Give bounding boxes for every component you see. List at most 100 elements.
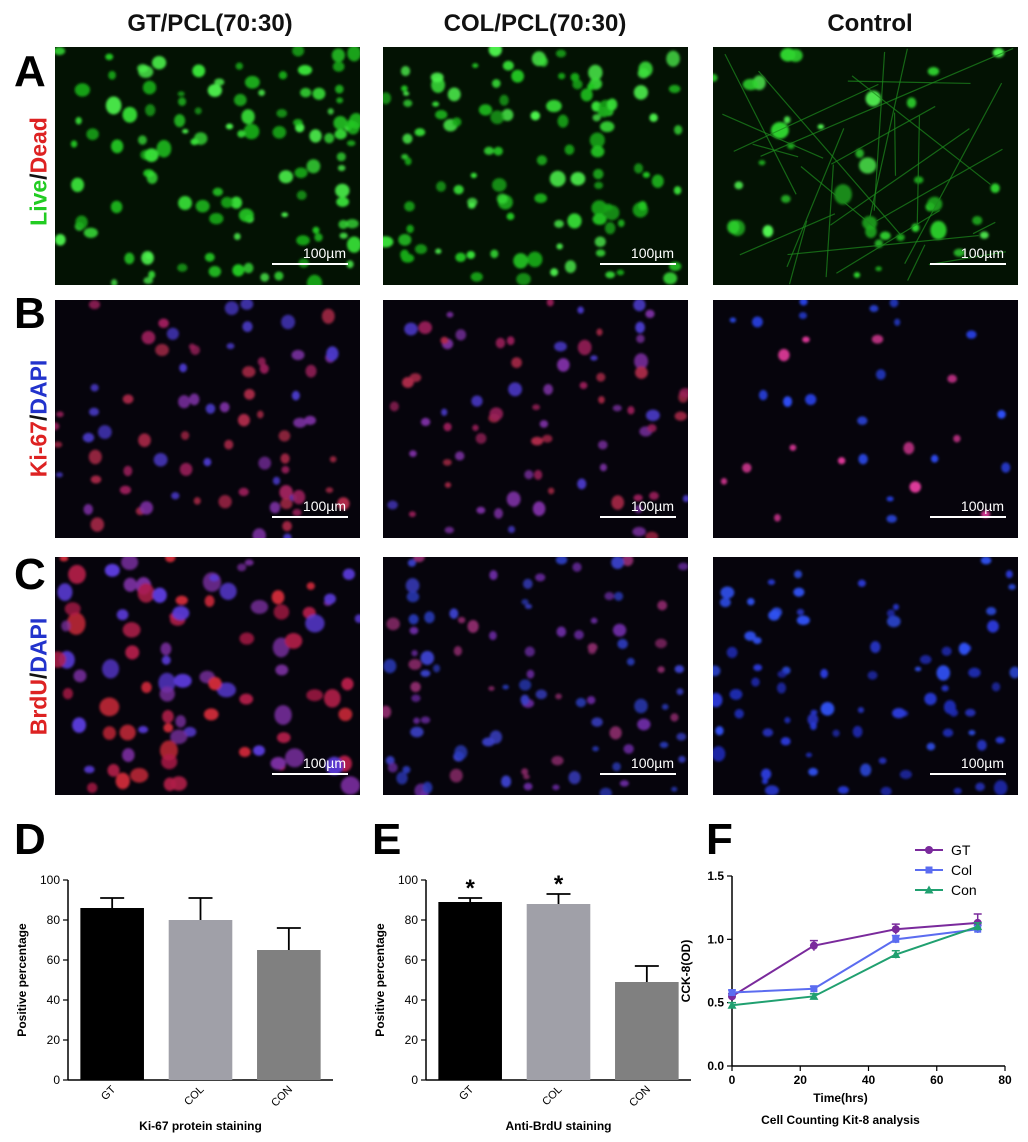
micrograph-b-col: 100µm (383, 300, 688, 538)
row-label-b-part-3: DAPI (25, 359, 52, 415)
scale-bar-label: 100µm (302, 755, 346, 771)
bar-col (168, 920, 233, 1080)
scale-bar (600, 516, 676, 518)
y-tick-label: 20 (47, 1033, 61, 1047)
scale-bar-label: 100µm (302, 245, 346, 261)
row-label-ki67-dapi: Ki-67/DAPI (26, 304, 53, 534)
legend-marker (925, 866, 933, 874)
point-gt (891, 925, 900, 934)
x-tick-label: COL (540, 1084, 564, 1108)
x-tick-label: GT (99, 1083, 118, 1102)
x-tick-label: 20 (794, 1073, 808, 1087)
bar-col (526, 904, 591, 1080)
scale-bar-label: 100µm (960, 498, 1004, 514)
x-tick-label: COL (182, 1084, 206, 1108)
x-tick-label: 80 (998, 1073, 1012, 1087)
panel-letter-b: B (14, 289, 46, 338)
chart-f-cck8: 0.0 0.5 1.0 1.5 0 20 40 60 80 CCK-8(OD) Time(hrs) C… (679, 800, 1025, 1140)
row-label-b-part-2: / (25, 414, 52, 422)
micrograph-c-control: 100µm (713, 557, 1018, 795)
y-tick-label: 0 (411, 1073, 418, 1087)
y-axis-label: Positive percentage (373, 923, 387, 1037)
row-label-c-part-3: DAPI (25, 617, 52, 673)
chart-e-brdu: 0 20 40 60 80 100 Positive percentage GT * COL * CO… (358, 800, 698, 1140)
significance-marker: * (554, 871, 564, 898)
y-axis-label: CCK-8(OD) (679, 940, 693, 1003)
chart-title-ki67: Ki-67 protein staining (139, 1119, 262, 1133)
row-label-a-part-3: Dead (25, 117, 52, 174)
scale-bar-label: 100µm (630, 245, 674, 261)
series-line-con (731, 925, 979, 1007)
legend-label-gt: GT (951, 842, 971, 858)
chart-d-ki67: 0 20 40 60 80 100 Positive percentage GT COL CON K… (0, 800, 350, 1140)
bar-gt (438, 902, 502, 1080)
y-tick-label: 60 (47, 953, 61, 967)
point-col (728, 989, 736, 997)
y-tick-label: 100 (398, 873, 418, 887)
x-axis-label: Time(hrs) (813, 1091, 867, 1105)
x-tick-label: 0 (729, 1073, 736, 1087)
panel-letter-e: E (372, 815, 402, 864)
legend-label-con: Con (951, 882, 977, 898)
y-tick-label: 1.5 (707, 869, 724, 883)
panel-letter-c: C (14, 550, 46, 599)
column-title-col-pcl: COL/PCL(70:30) (443, 10, 627, 37)
x-tick-label: CON (269, 1084, 295, 1110)
y-tick-label: 80 (405, 913, 419, 927)
row-label-a-part-1: Live (25, 179, 52, 226)
scale-bar (930, 516, 1006, 518)
series-line-col (731, 928, 978, 994)
scale-bar (600, 773, 676, 775)
point-gt (809, 941, 818, 950)
scale-bar-label: 100µm (630, 755, 674, 771)
y-tick-label: 80 (47, 913, 61, 927)
point-con (891, 950, 901, 959)
y-tick-label: 100 (40, 873, 60, 887)
point-col (810, 985, 818, 993)
micrograph-b-gt: 100µm (55, 300, 360, 538)
y-tick-label: 60 (405, 953, 419, 967)
x-tick-label: GT (457, 1083, 476, 1102)
y-tick-label: 20 (405, 1033, 419, 1047)
micrograph-c-gt: 100µm (55, 557, 360, 795)
scale-bar (600, 263, 676, 265)
micrograph-a-gt: 100µm (55, 47, 360, 285)
y-tick-label: 0.5 (707, 996, 724, 1010)
micrograph-a-control: 100µm (713, 47, 1018, 285)
bar-con (615, 982, 679, 1080)
panel-letter-d: D (14, 815, 46, 864)
row-label-brdu-dapi: BrdU/DAPI (26, 562, 53, 792)
panel-letter-f: F (706, 815, 733, 864)
x-tick-label: 40 (862, 1073, 876, 1087)
chart-title-brdu: Anti-BrdU staining (506, 1119, 612, 1133)
chart-title-cck8: Cell Counting Kit-8 analysis (761, 1113, 920, 1127)
y-tick-label: 1.0 (707, 932, 724, 946)
point-con (809, 991, 819, 1000)
scale-bar (930, 263, 1006, 265)
x-tick-label: CON (627, 1084, 653, 1110)
scale-bar (272, 516, 348, 518)
y-axis-label: Positive percentage (15, 923, 29, 1037)
column-title-control: Control (827, 10, 913, 37)
bar-gt (80, 908, 144, 1080)
legend-label-col: Col (951, 862, 972, 878)
y-tick-label: 40 (405, 993, 419, 1007)
scale-bar-label: 100µm (302, 498, 346, 514)
series-line-gt (731, 921, 978, 998)
axes (727, 875, 1006, 1071)
row-label-c-part-2: / (25, 672, 52, 680)
micrograph-c-col: 100µm (383, 557, 688, 795)
column-title-gt-pcl: GT/PCL(70:30) (127, 10, 293, 37)
legend-marker (924, 885, 934, 894)
scale-bar (930, 773, 1006, 775)
scale-bar-label: 100µm (630, 498, 674, 514)
point-con (973, 922, 983, 931)
legend-marker (925, 846, 933, 854)
row-label-a-part-2: / (25, 173, 52, 180)
scale-bar (272, 773, 348, 775)
row-label-b-part-1: Ki-67 (25, 421, 52, 478)
significance-marker: * (465, 875, 475, 902)
micrograph-b-control: 100µm (713, 300, 1018, 538)
y-tick-label: 40 (47, 993, 61, 1007)
y-tick-label: 0.0 (707, 1059, 724, 1073)
